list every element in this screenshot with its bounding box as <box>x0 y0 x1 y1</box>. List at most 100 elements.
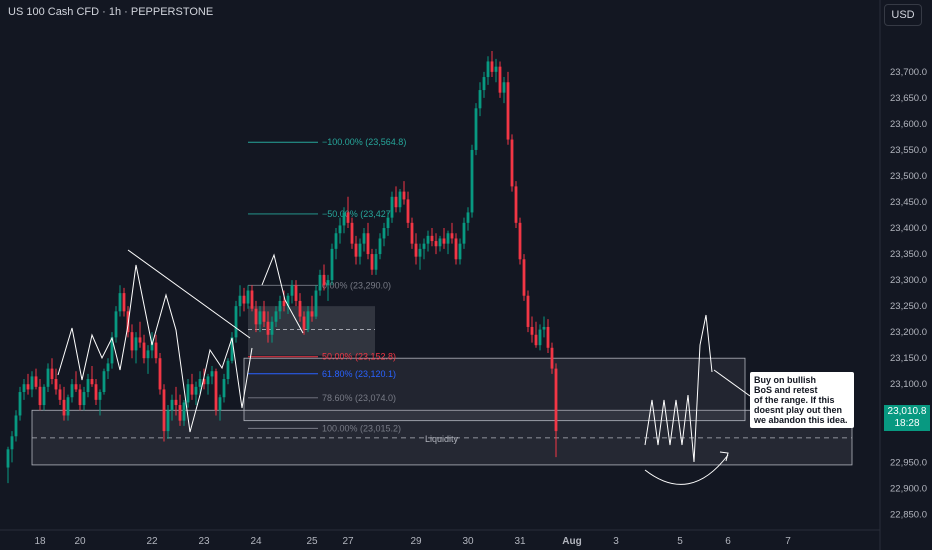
candle-body <box>530 326 534 335</box>
candle-body <box>326 280 330 286</box>
candle-body <box>174 399 178 406</box>
candle-body <box>394 196 398 208</box>
candle-body <box>74 384 78 390</box>
x-tick-label: 23 <box>198 536 210 547</box>
candle-body <box>130 332 134 351</box>
candle-body <box>422 243 426 249</box>
chart-title: US 100 Cash CFD · 1h · PEPPERSTONE <box>8 6 214 18</box>
candle-body <box>334 233 338 249</box>
x-tick-label: 6 <box>725 536 731 547</box>
arrow-head-icon <box>719 451 729 462</box>
candle-body <box>138 337 142 343</box>
x-tick-label: 20 <box>74 536 86 547</box>
candle-body <box>150 342 154 351</box>
candle-body <box>554 368 558 432</box>
candle-body <box>94 384 98 400</box>
bar-countdown: 18:28 <box>894 418 920 429</box>
candle-body <box>406 199 410 223</box>
candle-body <box>54 379 58 390</box>
candle-body <box>382 228 386 239</box>
fib-level-label: 61.80% (23,120.1) <box>322 369 396 379</box>
y-tick-label: 23,550.0 <box>890 145 927 156</box>
x-tick-label: 7 <box>785 536 791 547</box>
candle-body <box>486 61 490 78</box>
candle-body <box>310 311 314 317</box>
candle-body <box>122 293 126 312</box>
candle-body <box>306 311 310 330</box>
candle-body <box>522 259 526 296</box>
candle-body <box>398 191 402 208</box>
y-tick-label: 23,300.0 <box>890 275 927 286</box>
fib-level-label: 0.00% (23,290.0) <box>322 280 391 290</box>
y-tick-label: 23,500.0 <box>890 171 927 182</box>
candle-body <box>514 186 518 223</box>
candle-body <box>294 285 298 301</box>
candle-body <box>366 233 370 255</box>
pattern-drawing <box>57 264 253 433</box>
y-tick-label: 23,600.0 <box>890 119 927 130</box>
swing-drawing <box>261 253 304 334</box>
candle-body <box>302 316 306 330</box>
candle-body <box>238 295 242 307</box>
candle-body <box>26 384 30 390</box>
candle-body <box>274 311 278 322</box>
y-tick-label: 23,650.0 <box>890 93 927 104</box>
candle-body <box>38 386 42 406</box>
currency-button[interactable]: USD <box>884 4 922 26</box>
candle-body <box>46 368 50 387</box>
note-line: we abandon this idea. <box>754 415 848 425</box>
candle-body <box>482 77 486 91</box>
note-line: Buy on bullish <box>754 375 816 385</box>
candle-body <box>386 217 390 229</box>
candle-body <box>494 66 498 72</box>
y-tick-label: 23,700.0 <box>890 67 927 78</box>
candle-body <box>502 82 506 93</box>
y-tick-label: 23,150.0 <box>890 353 927 364</box>
candle-body <box>6 449 10 468</box>
candle-body <box>318 274 322 291</box>
candle-body <box>246 290 250 304</box>
y-tick-label: 22,850.0 <box>890 509 927 520</box>
note-line: of the range. If this <box>754 395 835 405</box>
last-price-tag: 23,010.8 18:28 <box>884 405 930 431</box>
candle-body <box>42 386 46 406</box>
candle-body <box>430 235 434 242</box>
candle-body <box>14 415 18 437</box>
candle-body <box>250 290 254 309</box>
candle-body <box>490 61 494 72</box>
candle-body <box>314 290 318 317</box>
candle-body <box>342 212 346 226</box>
projection-curve <box>644 454 729 485</box>
candle-body <box>82 392 86 406</box>
y-tick-label: 23,100.0 <box>890 379 927 390</box>
y-tick-label: 22,950.0 <box>890 457 927 468</box>
candle-body <box>550 347 554 369</box>
candle-body <box>362 233 366 244</box>
candle-body <box>70 384 74 398</box>
candle-body <box>526 295 530 327</box>
fib-level-label: −50.00% (23,427 <box>322 209 391 219</box>
candle-body <box>254 308 258 325</box>
fib-level-label: 78.60% (23,074.0) <box>322 393 396 403</box>
x-tick-label: 18 <box>34 536 46 547</box>
candle-body <box>538 329 542 346</box>
candle-body <box>30 376 34 390</box>
candle-body <box>510 139 514 187</box>
candle-body <box>98 392 102 400</box>
candle-body <box>442 238 446 244</box>
candle-body <box>358 243 362 257</box>
candle-body <box>546 326 550 348</box>
candle-body <box>110 337 114 364</box>
candle-body <box>270 321 274 335</box>
candle-body <box>162 389 166 432</box>
trendline <box>127 249 251 339</box>
candle-body <box>322 274 326 286</box>
candle-body <box>258 311 262 325</box>
candle-body <box>350 222 354 244</box>
candle-body <box>266 321 270 335</box>
candle-body <box>34 376 38 387</box>
x-tick-label: 31 <box>514 536 526 547</box>
candle-body <box>118 293 122 312</box>
x-tick-label: Aug <box>562 536 581 547</box>
